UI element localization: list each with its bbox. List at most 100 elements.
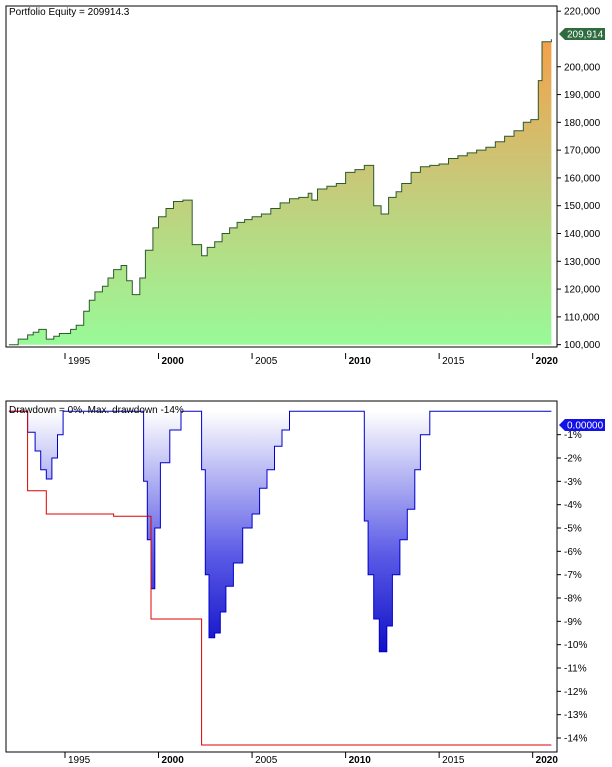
drawdown-point	[208, 637, 209, 638]
equity-point	[252, 216, 253, 217]
equity-point	[448, 158, 449, 159]
x-tick-label: 2010	[349, 755, 372, 766]
equity-point	[401, 183, 402, 184]
drawdown-point	[143, 481, 144, 482]
drawdown-y-axis: -1% -2% -3% -4% -5% -6% -7% -8% -9% -10% -11% -12% -…	[557, 430, 587, 745]
equity-point	[381, 213, 382, 214]
equity-point	[173, 201, 174, 202]
drawdown-point	[35, 450, 36, 451]
equity-point	[429, 165, 430, 166]
drawdown-area-fill	[8, 411, 552, 652]
y-tick-label: 150,000	[564, 201, 601, 212]
drawdown-point	[354, 411, 355, 412]
drawdown-point	[169, 429, 170, 430]
drawdown-point	[495, 411, 496, 412]
drawdown-point	[379, 651, 380, 652]
x-tick-label: 2000	[162, 356, 185, 367]
drawdown-point	[214, 632, 215, 633]
equity-point	[102, 286, 103, 287]
equity-point	[158, 216, 159, 217]
drawdown-point	[154, 527, 155, 528]
drawdown-point	[386, 625, 387, 626]
equity-area-fill	[8, 39, 552, 345]
equity-point	[59, 333, 60, 334]
equity-point	[126, 280, 127, 281]
y-tick-label: 200,000	[564, 62, 601, 73]
drawdown-point	[414, 469, 415, 470]
drawdown-point	[57, 434, 58, 435]
equity-point	[94, 291, 95, 292]
equity-point	[27, 334, 28, 335]
equity-point	[311, 200, 312, 201]
drawdown-current-value-label: 0.00000	[567, 421, 604, 432]
y-tick-label: -7%	[564, 570, 582, 581]
equity-point	[396, 191, 397, 192]
y-tick-label: 180,000	[564, 118, 601, 129]
y-tick-label: -14%	[564, 734, 587, 745]
equity-point	[107, 277, 108, 278]
drawdown-point	[457, 411, 458, 412]
equity-point	[132, 294, 133, 295]
equity-point	[222, 233, 223, 234]
x-tick-label: 2000	[162, 755, 185, 766]
panel-separator	[0, 377, 612, 399]
equity-point	[192, 244, 193, 245]
equity-point	[229, 227, 230, 228]
equity-point	[145, 250, 146, 251]
equity-point	[113, 269, 114, 270]
x-tick-label: 2010	[349, 356, 372, 367]
x-tick-label: 2015	[442, 356, 465, 367]
equity-point	[89, 300, 90, 301]
x-tick-label: 1995	[68, 356, 91, 367]
equity-point	[551, 39, 552, 40]
y-tick-label: -5%	[564, 524, 582, 535]
x-tick-label: 2020	[536, 356, 559, 367]
equity-point	[345, 172, 346, 173]
drawdown-point	[225, 586, 226, 587]
equity-point	[33, 332, 34, 333]
equity-point	[261, 213, 262, 214]
equity-point	[207, 247, 208, 248]
y-tick-label: 160,000	[564, 173, 601, 184]
drawdown-point	[323, 411, 324, 412]
equity-point	[388, 197, 389, 198]
equity-title: Portfolio Equity = 209914.3	[9, 7, 130, 18]
equity-point	[467, 152, 468, 153]
equity-point	[53, 336, 54, 337]
y-tick-label: -13%	[564, 710, 587, 721]
equity-point	[373, 205, 374, 206]
equity-point	[538, 80, 539, 81]
drawdown-point	[300, 411, 301, 412]
equity-panel: 220,000 200,000 190,000 180,000 170,000 160,0…	[5, 5, 605, 367]
drawdown-point	[190, 411, 191, 412]
equity-point	[523, 122, 524, 123]
drawdown-point	[295, 411, 296, 412]
drawdown-point	[513, 411, 514, 412]
y-tick-label: -4%	[564, 500, 582, 511]
equity-point	[83, 311, 84, 312]
equity-point	[457, 155, 458, 156]
equity-point	[270, 208, 271, 209]
drawdown-point	[551, 411, 552, 412]
y-tick-label: -10%	[564, 640, 587, 651]
y-tick-label: -6%	[564, 547, 582, 558]
y-tick-label: 140,000	[564, 229, 601, 240]
equity-point	[121, 265, 122, 266]
y-tick-label: 170,000	[564, 146, 601, 157]
equity-point	[46, 339, 47, 340]
drawdown-point	[281, 429, 282, 430]
drawdown-panel: -1% -2% -3% -4% -5% -6% -7% -8% -9% -10% -11% -12% -…	[5, 400, 605, 766]
drawdown-point	[160, 462, 161, 463]
y-tick-label: 110,000	[564, 312, 600, 323]
drawdown-current-value-badge: 0.00000	[559, 419, 605, 432]
equity-point	[244, 219, 245, 220]
drawdown-point	[195, 411, 196, 412]
equity-point	[214, 241, 215, 242]
equity-point	[76, 325, 77, 326]
equity-point	[439, 163, 440, 164]
y-tick-label: 130,000	[564, 257, 601, 268]
drawdown-x-axis: 1995 2000 2005 2010 2015 2020	[64, 752, 558, 766]
equity-point	[336, 183, 337, 184]
drawdown-line	[8, 410, 552, 653]
equity-point	[201, 255, 202, 256]
